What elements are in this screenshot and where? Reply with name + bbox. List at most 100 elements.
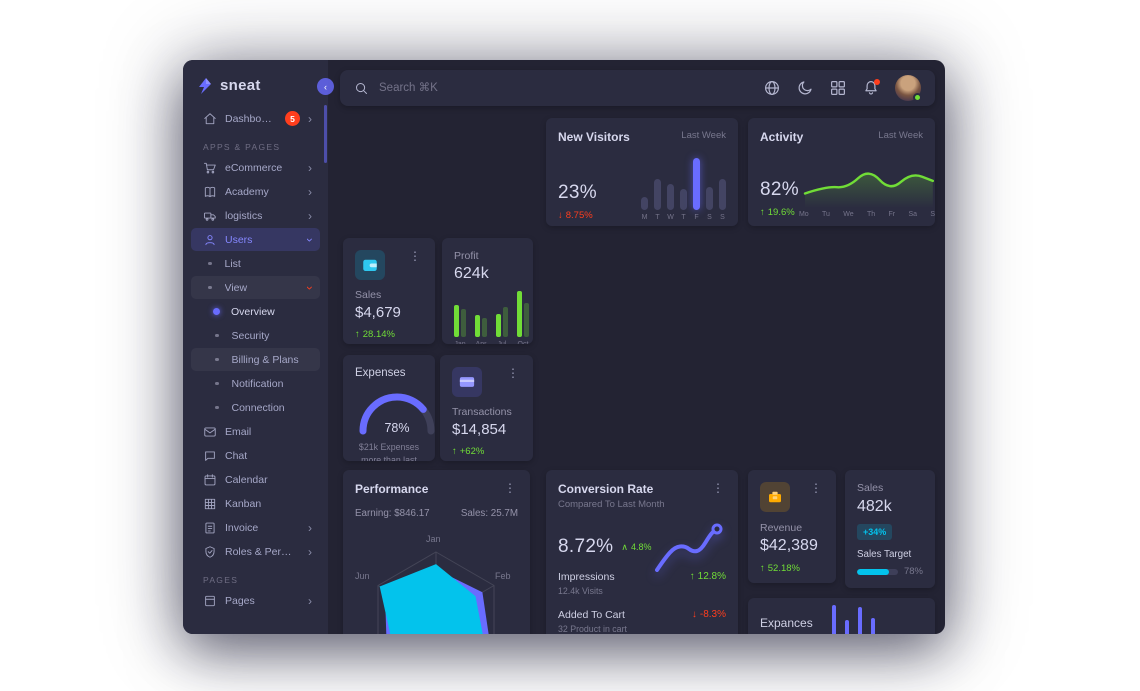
notification-dot	[874, 79, 880, 85]
chevron-right-icon: ›	[308, 520, 312, 535]
sidebar-item-pages[interactable]: Pages ›	[191, 589, 320, 612]
book-icon	[203, 185, 217, 199]
sales-card: ⋮ Sales $4,679 ↑ 28.14%	[343, 238, 435, 344]
activity-line-chart	[803, 172, 934, 208]
kebab-menu-icon[interactable]: ⋮	[810, 481, 822, 495]
sidebar-item-overview[interactable]: Overview	[191, 300, 320, 323]
activity-value: 82%	[760, 179, 799, 200]
trend-up-icon: ↑	[452, 446, 457, 457]
sidebar-item-kanban[interactable]: Kanban	[191, 492, 320, 515]
bar	[503, 307, 508, 337]
bullet-icon	[215, 405, 219, 410]
period-label: Last Week	[878, 130, 923, 141]
chevron-right-icon: ›	[308, 544, 312, 559]
dashboards-badge: 5	[285, 111, 300, 126]
progress-fill	[857, 568, 889, 575]
bar-column: M	[641, 197, 648, 221]
bars	[496, 307, 508, 337]
bar-column: F	[693, 158, 700, 221]
sidebar-item-invoice[interactable]: Invoice ›	[191, 516, 320, 539]
performance-card: Performance ⋮ Earning: $846.17 Sales: 25…	[343, 470, 530, 634]
search-icon	[356, 82, 367, 94]
sidebar-item-email[interactable]: Email	[191, 420, 320, 443]
sales-target-progressbar	[857, 568, 898, 575]
kebab-menu-icon[interactable]: ⋮	[409, 249, 421, 263]
chevron-right-icon: ›	[308, 184, 312, 199]
kebab-menu-icon[interactable]: ⋮	[504, 481, 516, 495]
day-label: S	[707, 214, 712, 221]
trend-up-icon: ↑	[355, 329, 360, 340]
sidebar-item-billing-plans[interactable]: Billing & Plans	[191, 348, 320, 371]
card-title: Expances	[760, 616, 813, 630]
sidebar-item-connection[interactable]: Connection	[191, 396, 320, 419]
briefcase-icon	[760, 482, 790, 512]
avatar[interactable]	[895, 75, 922, 102]
sneat-logo-icon	[199, 77, 211, 94]
chevron-right-icon: ›	[308, 111, 312, 126]
change-value: +62%	[459, 446, 485, 457]
transactions-card: ⋮ Transactions $14,854 ↑ +62%	[440, 355, 533, 461]
sidebar-item-list[interactable]: List	[191, 252, 320, 275]
logo[interactable]: sneat	[183, 60, 328, 106]
card-title: Expenses	[355, 367, 406, 379]
sidebar-item-view[interactable]: View ›	[191, 276, 320, 299]
sidebar-item-dashboards[interactable]: Dashboards 5 ›	[191, 107, 320, 130]
language-globe-icon[interactable]	[763, 79, 781, 97]
bar	[654, 179, 661, 210]
sidebar-item-security[interactable]: Security	[191, 324, 320, 347]
bar-column: W	[667, 184, 674, 221]
gauge-chart	[359, 393, 435, 435]
sidebar-item-users[interactable]: Users ›	[191, 228, 320, 251]
sidebar-item-ecommerce[interactable]: eCommerce ›	[191, 156, 320, 179]
bars	[454, 305, 466, 337]
bar	[719, 179, 726, 210]
sidebar-scrollbar[interactable]	[324, 105, 327, 163]
sidebar-item-chat[interactable]: Chat	[191, 444, 320, 467]
kebab-menu-icon[interactable]: ⋮	[507, 366, 519, 380]
notifications-bell-icon[interactable]	[862, 79, 880, 97]
sidebar-item-calendar[interactable]: Calendar	[191, 468, 320, 491]
bar	[832, 605, 836, 634]
dark-mode-moon-icon[interactable]	[796, 79, 814, 97]
sidebar-item-academy[interactable]: Academy ›	[191, 180, 320, 203]
transactions-value: $14,854	[452, 421, 507, 438]
user-icon	[203, 233, 217, 247]
card-title: Conversion Rate	[558, 482, 654, 496]
chevron-down-icon: ›	[303, 237, 317, 242]
online-status-dot	[913, 93, 922, 102]
active-bullet-icon	[213, 308, 220, 315]
kebab-menu-icon[interactable]: ⋮	[712, 481, 724, 495]
shortcuts-grid-icon[interactable]	[829, 79, 847, 97]
sales-stat: Sales: 25.7M	[460, 508, 518, 519]
sidebar-item-notification[interactable]: Notification	[191, 372, 320, 395]
profit-card: Profit 624k Jan Apr Jul Oct	[442, 238, 533, 344]
chevron-left-icon: ‹	[324, 81, 327, 92]
bar	[871, 618, 875, 634]
day-label: Sa	[908, 211, 918, 218]
sidebar-collapse-button[interactable]: ‹	[317, 78, 334, 95]
bars	[517, 291, 529, 337]
month-label: Jan	[454, 341, 465, 344]
sidebar-item-logistics[interactable]: logistics ›	[191, 204, 320, 227]
chevron-down-icon: ›	[303, 285, 317, 290]
activity-card: Activity Last Week 82% ↑ 19.6%	[748, 118, 935, 226]
day-label: Mo	[798, 211, 809, 218]
day-label: S	[720, 214, 725, 221]
chevron-right-icon: ›	[308, 160, 312, 175]
search-input[interactable]	[379, 82, 753, 94]
sidebar-item-roles-permissions[interactable]: Roles & Permiss... ›	[191, 540, 320, 563]
calendar-icon	[203, 473, 217, 487]
month-label: Oct	[518, 341, 529, 344]
bar-group: Jan	[454, 305, 466, 344]
day-label: T	[655, 214, 660, 221]
card-label: Transactions	[452, 406, 512, 418]
bar-group: Apr	[475, 315, 487, 344]
growth-badge: +34%	[857, 524, 893, 540]
card-title: Performance	[355, 482, 429, 496]
app-window: sneat Dashboards 5 › APPS & PAGES eComme…	[183, 60, 945, 634]
home-icon	[203, 112, 217, 126]
cart-icon	[203, 161, 217, 175]
trend-down-icon: ↓	[558, 210, 563, 221]
